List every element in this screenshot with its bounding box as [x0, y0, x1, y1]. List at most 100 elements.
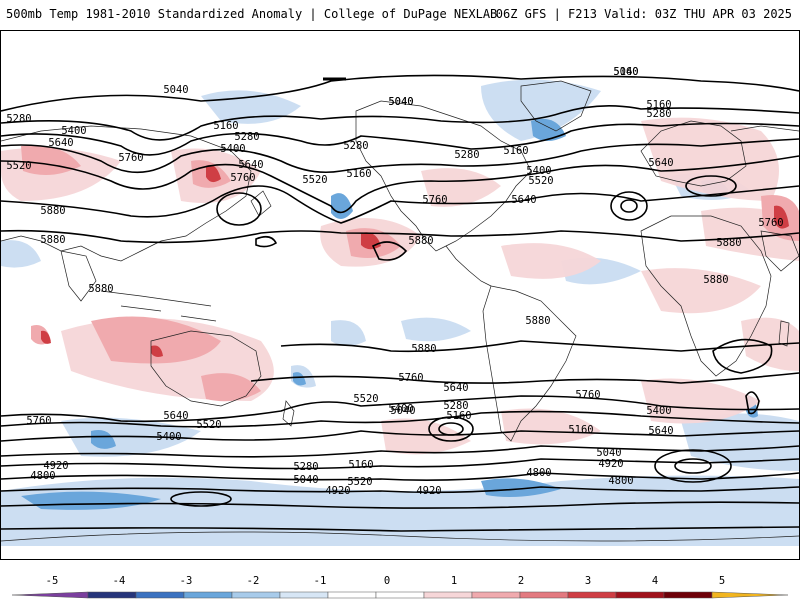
colorbar-tick-label: 3: [585, 575, 591, 587]
colorbar-swatch: [11, 591, 89, 599]
contour-label: 5160: [446, 410, 471, 422]
contour-label: 5040: [388, 96, 413, 108]
outline-central-america: [445, 245, 492, 287]
contour-label: 5280: [443, 400, 468, 412]
anomaly-map: 5040 5040 5160 5280 5400 5640 5520 5760 5880 5880…: [0, 30, 800, 560]
outline-greenland: [520, 80, 592, 132]
outline-south-america: [482, 285, 577, 442]
colorbar-tick-label: -3: [180, 575, 193, 587]
map-svg: 5040504051605280540056405520576058805880…: [1, 31, 799, 559]
contour-label: 5280: [646, 108, 671, 120]
contour-label: 5160: [213, 120, 238, 132]
contour-label: 5520: [302, 174, 327, 186]
contour-label: 5880: [40, 205, 65, 217]
outline-asia: [1, 125, 252, 262]
colorbar: -5 -4 -3 -2 -1 0 1 2 3 4 5: [0, 570, 800, 600]
contour-label: 5400: [646, 405, 671, 417]
outline-antarctica: [1, 531, 799, 542]
colorbar-swatch: [231, 591, 281, 599]
colorbar-tick-label: 0: [384, 575, 390, 587]
colorbar-swatch: [375, 591, 425, 599]
height-contours: [1, 74, 799, 532]
contour-label: 5880: [408, 235, 433, 247]
contour-label: 5280: [454, 149, 479, 161]
contour-label: 5880: [40, 234, 65, 246]
colorbar-tick-label: -1: [314, 575, 327, 587]
colorbar-tick-label: -4: [113, 575, 126, 587]
colorbar-tick-labels: -5 -4 -3 -2 -1 0 1 2 3 4 5: [46, 575, 725, 587]
contour-label: 4800: [30, 470, 55, 482]
contour-label: 5760: [422, 194, 447, 206]
contour-label: 5520: [528, 175, 553, 187]
colorbar-swatch: [423, 591, 473, 599]
contour-label: 4800: [608, 475, 633, 487]
contour-label: 5760: [230, 172, 255, 184]
contour-label: 5400: [220, 143, 245, 155]
colorbar-swatch: [471, 591, 521, 599]
contour-label: 5400: [61, 125, 86, 137]
contour-label: 5520: [353, 393, 378, 405]
contour-label: 5760: [26, 415, 51, 427]
contour-labels: 5040504051605280540056405520576058805880…: [6, 66, 783, 497]
map-header: 500mb Temp 1981-2010 Standardized Anomal…: [0, 0, 800, 30]
contour-label: 4920: [416, 485, 441, 497]
contour-label: 5880: [411, 343, 436, 355]
contour-label: 5280: [293, 461, 318, 473]
colorbar-tick-label: 1: [451, 575, 457, 587]
model-run-info: 06Z GFS | F213 Valid: 03Z THU APR 03 202…: [495, 7, 792, 21]
contour-label: 5400: [156, 431, 181, 443]
contour-label: 5520: [6, 160, 31, 172]
contour-label: 5280: [6, 113, 31, 125]
contour-label: 5160: [503, 145, 528, 157]
colorbar-swatch: [567, 591, 617, 599]
colorbar-swatches: [11, 591, 789, 599]
contour-label: 5040: [390, 405, 415, 417]
contour-label: 5040: [613, 66, 638, 78]
colorbar-swatch: [615, 591, 665, 599]
contour-label: 5640: [443, 382, 468, 394]
contour-label: 5760: [575, 389, 600, 401]
contour-label: 5640: [648, 157, 673, 169]
contour-label: 5160: [346, 168, 371, 180]
outline-australia: [150, 330, 262, 407]
contour-label: 4920: [325, 485, 350, 497]
contour-label: 5640: [163, 410, 188, 422]
contour-label: 5520: [347, 476, 372, 488]
colorbar-svg: -5 -4 -3 -2 -1 0 1 2 3 4 5: [11, 575, 789, 599]
contour-label: 5040: [596, 447, 621, 459]
contour-label: 5640: [511, 194, 536, 206]
contour-label: 5040: [163, 84, 188, 96]
contour-label: 5160: [613, 66, 638, 78]
contour-label: 5880: [703, 274, 728, 286]
contour-label: 5160: [646, 99, 671, 111]
contour-label: 5040: [388, 96, 413, 108]
colorbar-tick-label: -5: [46, 575, 59, 587]
colorbar-swatch: [87, 591, 137, 599]
contour-label: 5040: [293, 474, 318, 486]
colorbar-swatch: [135, 591, 185, 599]
map-title: 500mb Temp 1981-2010 Standardized Anomal…: [6, 7, 498, 21]
colorbar-swatch: [519, 591, 569, 599]
colorbar-swatch: [327, 591, 377, 599]
outline-japan: [250, 190, 272, 217]
contour-label: 4920: [598, 458, 623, 470]
contour-label: 5880: [88, 283, 113, 295]
contour-label: 4800: [526, 467, 551, 479]
colorbar-swatch: [711, 591, 789, 599]
contour-label: 5760: [758, 217, 783, 229]
colorbar-tick-label: 4: [652, 575, 658, 587]
positive-anomaly-strong: [41, 164, 789, 357]
contour-label: 5760: [398, 372, 423, 384]
colorbar-swatch: [279, 591, 329, 599]
contour-label: 5640: [238, 159, 263, 171]
contour-label: 5760: [118, 152, 143, 164]
contour-label: 5880: [716, 237, 741, 249]
colorbar-swatch: [663, 591, 713, 599]
colorbar-swatch: [183, 591, 233, 599]
contour-label: 5640: [648, 425, 673, 437]
outline-africa: [640, 215, 772, 377]
colorbar-tick-label: 5: [719, 575, 725, 587]
colorbar-tick-label: 2: [518, 575, 524, 587]
contour-label: 5280: [343, 140, 368, 152]
contour-label: 5880: [525, 315, 550, 327]
